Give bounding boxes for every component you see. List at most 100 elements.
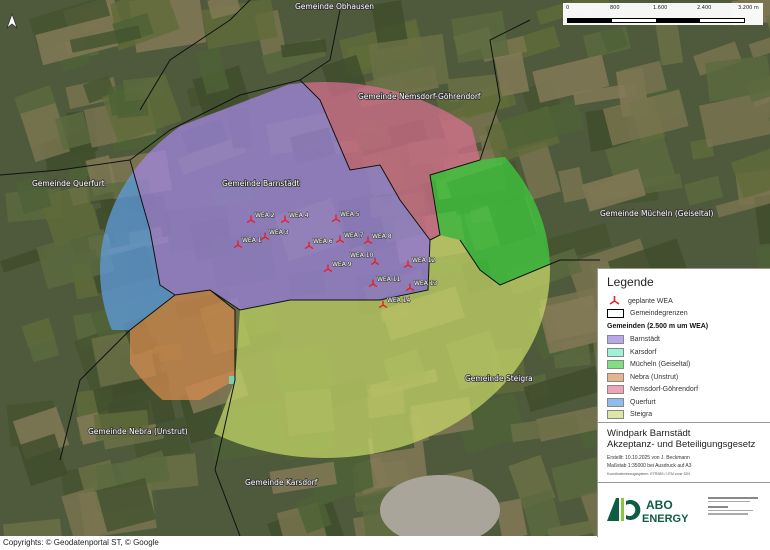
wind-turbine-marker[interactable]: WEA 4 xyxy=(280,211,309,224)
field-patch xyxy=(280,39,328,58)
field-patch xyxy=(0,246,50,273)
legend-swatch xyxy=(607,360,624,369)
field-patch xyxy=(122,76,165,102)
wind-turbine-icon xyxy=(609,296,620,305)
wind-turbine-marker[interactable]: WEA 1 xyxy=(233,236,262,249)
wind-turbine-marker[interactable]: WEA 6 xyxy=(304,237,333,250)
quarry xyxy=(380,475,500,536)
wind-turbine-marker[interactable]: WEA 9 xyxy=(323,260,352,273)
turbine-label: WEA 1 xyxy=(242,237,262,244)
turbine-label: WEA 3 xyxy=(269,229,289,236)
field-patch xyxy=(693,41,742,76)
legend-item-municipality: Querfurt xyxy=(607,397,656,407)
municipality-label-muecheln: Gemeinde Mücheln (Geiseltal) xyxy=(600,209,714,218)
field-patch xyxy=(368,33,450,94)
scale-tick: 1.600 xyxy=(653,5,668,11)
field-patch xyxy=(558,167,586,203)
turbine-label: WEA 5 xyxy=(340,211,360,218)
crs-info: Koordinatenbezugssystem: ETRS89 / UTM zo… xyxy=(607,472,690,476)
legend-swatch xyxy=(607,385,624,394)
turbine-label: WEA 11 xyxy=(377,276,401,283)
title-block: Windpark Barnstädt Akzeptanz- und Beteili… xyxy=(598,422,770,483)
field-patch xyxy=(573,82,638,106)
field-patch xyxy=(510,414,579,443)
copyright-text: Copyrights: © Geodatenportal ST, © Googl… xyxy=(3,538,159,547)
field-patch xyxy=(371,0,409,50)
municipality-label-steigra: Gemeinde Steigra xyxy=(465,374,533,383)
field-patch xyxy=(654,13,684,66)
legend-label: Nemsdorf-Göhrendorf xyxy=(630,386,699,393)
north-arrow-icon xyxy=(6,12,18,30)
wind-turbine-icon xyxy=(405,283,415,292)
legend-title: Legende xyxy=(607,275,654,289)
wind-turbine-icon xyxy=(280,215,290,224)
created-info: Erstellt: 10.10.2025 von J. Beckmann xyxy=(607,455,690,461)
zone-steigra xyxy=(200,235,550,458)
field-patch xyxy=(523,365,603,413)
field-patch xyxy=(96,478,156,533)
turbine-label: WEA 14 xyxy=(387,297,411,304)
field-patch xyxy=(15,174,52,214)
legend-panel: Legende geplante WEA Gemeindegrenzen Gem… xyxy=(597,268,770,537)
wind-turbine-marker[interactable]: WEA 3 xyxy=(260,228,289,241)
field-patch xyxy=(521,490,563,536)
field-patch xyxy=(532,54,610,103)
legend-item-municipality: Barnstädt xyxy=(607,335,660,344)
turbine-label: WEA 8 xyxy=(372,233,392,240)
field-patch xyxy=(620,60,668,100)
field-patch xyxy=(683,175,724,206)
wind-turbine-marker[interactable]: WEA 12 xyxy=(403,256,436,269)
turbine-label: WEA 6 xyxy=(313,238,333,245)
field-patch xyxy=(69,25,142,53)
municipality-label-querfurt: Gemeinde Querfurt xyxy=(32,179,105,188)
field-patch xyxy=(93,409,150,441)
scale-tick: 0 xyxy=(566,5,570,11)
wind-turbine-marker[interactable]: WEA 7 xyxy=(335,231,364,244)
turbine-label: WEA 7 xyxy=(344,232,364,239)
legend-item-municipality: Nemsdorf-Göhrendorf xyxy=(607,385,698,394)
wind-turbine-icon xyxy=(260,232,270,241)
wind-turbine-marker[interactable]: WEA 5 xyxy=(331,210,360,223)
legend-swatch xyxy=(607,335,624,344)
field-patch xyxy=(745,67,770,103)
legend-label: Karsdorf xyxy=(630,348,657,356)
legend-item-municipality: Steigra xyxy=(607,410,652,419)
field-patch xyxy=(748,22,770,59)
zone-nebra xyxy=(130,290,235,400)
field-patch xyxy=(95,457,170,490)
wind-turbine-marker[interactable]: WEA 13 xyxy=(405,279,438,292)
wind-turbine-marker[interactable]: WEA 2 xyxy=(246,211,275,224)
wind-turbine-icon xyxy=(304,241,314,250)
legend-item-municipality: Nebra (Unstrut) xyxy=(607,372,678,382)
wind-turbine-icon xyxy=(368,279,378,288)
legend-label: Mücheln (Geiseltal) xyxy=(630,361,691,368)
turbine-label: WEA 4 xyxy=(289,212,309,219)
legend-label: Steigra xyxy=(630,411,653,418)
field-patch xyxy=(20,103,71,163)
field-patch xyxy=(538,294,605,354)
svg-text:ENERGY: ENERGY xyxy=(642,513,689,525)
wind-turbine-icon xyxy=(246,215,256,224)
field-patch xyxy=(195,47,230,95)
company-address xyxy=(708,495,763,517)
legend-section-title: Gemeinden (2.500 m um WEA) xyxy=(607,323,709,330)
wind-turbine-icon xyxy=(378,300,388,309)
turbine-label: WEA 9 xyxy=(332,261,352,268)
wind-turbine-marker[interactable]: WEA 10 xyxy=(349,251,380,266)
wind-turbine-marker[interactable]: WEA 11 xyxy=(368,275,401,288)
scale-tick: 2.400 xyxy=(697,5,712,11)
wind-turbine-marker[interactable]: WEA 8 xyxy=(363,232,392,245)
legend-item-wea: geplante WEA xyxy=(607,296,673,306)
field-patch xyxy=(36,229,115,290)
field-patch xyxy=(698,90,770,148)
wind-turbine-icon xyxy=(403,260,413,269)
zone-nemsdorf xyxy=(300,82,480,240)
wind-turbine-marker[interactable]: WEA 14 xyxy=(378,296,411,309)
legend-item-municipality: Karsdorf xyxy=(607,347,657,357)
field-patch xyxy=(602,89,689,146)
turbine-label: WEA 10 xyxy=(350,252,374,259)
legend-label: Querfurt xyxy=(630,398,656,406)
legend-label: Barnstädt xyxy=(630,336,660,343)
abo-energy-logo: ABO ENERGY xyxy=(607,498,689,525)
wind-turbine-icon xyxy=(233,240,243,249)
